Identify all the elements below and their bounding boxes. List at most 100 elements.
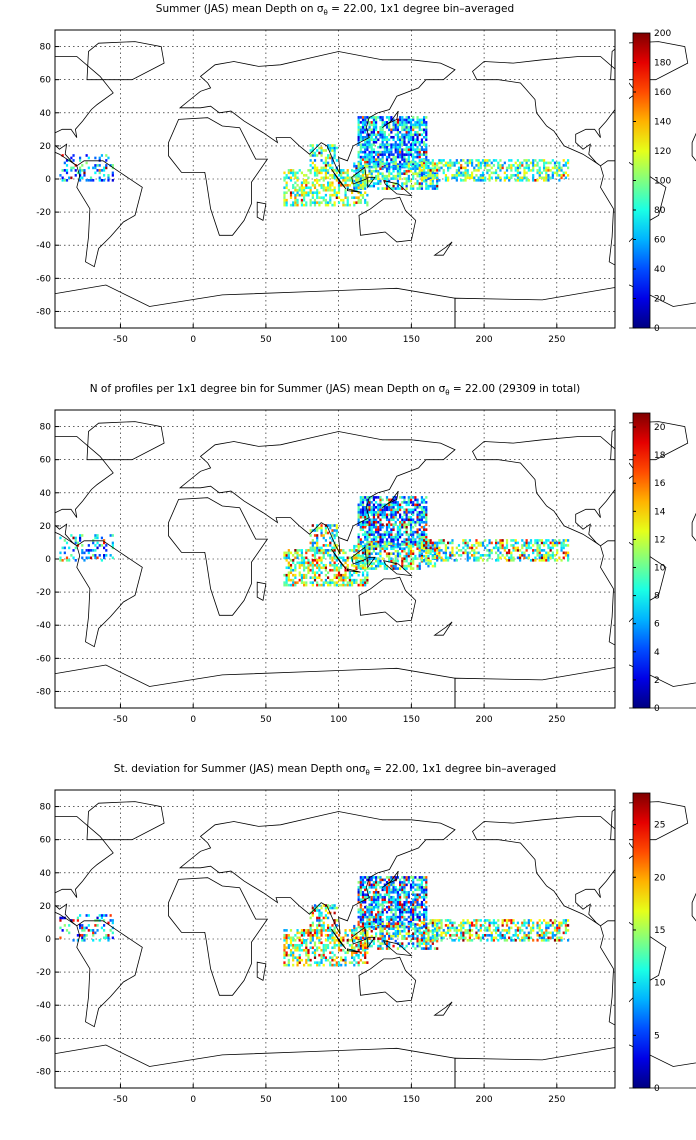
data-cell [519, 554, 522, 557]
data-cell [87, 166, 90, 170]
data-cell [420, 886, 424, 889]
data-cell [418, 150, 421, 154]
data-cell [516, 166, 520, 170]
data-cell [342, 573, 345, 577]
data-cell [327, 929, 330, 932]
data-cell [355, 953, 358, 957]
data-cell [519, 556, 522, 560]
data-cell [359, 927, 362, 931]
data-cell [379, 160, 382, 164]
data-cell [521, 924, 524, 927]
data-cell [364, 191, 367, 195]
data-cell [455, 176, 458, 180]
data-cell [529, 169, 533, 172]
data-cell [547, 161, 550, 165]
data-cell [370, 903, 373, 907]
data-cell [396, 503, 400, 507]
data-cell [381, 174, 384, 178]
data-cell [318, 146, 321, 150]
data-cell [361, 936, 365, 940]
data-cell [425, 523, 428, 527]
data-cell [392, 932, 395, 935]
data-cell [322, 186, 325, 190]
data-cell [527, 556, 530, 560]
data-cell [359, 913, 362, 916]
data-cell [357, 893, 360, 897]
data-cell [364, 164, 367, 168]
mask-bottom [54, 329, 616, 332]
data-cell [377, 552, 380, 555]
data-cell [394, 523, 397, 527]
data-cell [370, 496, 373, 499]
data-cell [372, 908, 376, 911]
data-cell [425, 145, 428, 149]
data-cell [329, 554, 332, 557]
data-cell [436, 934, 439, 937]
data-cell [407, 893, 410, 897]
data-cell [318, 171, 321, 175]
data-cell [322, 166, 325, 170]
data-cell [368, 133, 371, 137]
colorbar-tick-label: 80 [654, 206, 666, 216]
data-cell [287, 556, 290, 560]
data-cell [403, 518, 406, 522]
data-cell [399, 881, 402, 884]
data-cell [409, 920, 413, 924]
data-cell [538, 919, 541, 922]
data-cell [381, 187, 384, 190]
data-cell [285, 181, 288, 185]
data-cell [481, 541, 485, 545]
data-cell [407, 932, 410, 935]
data-cell [298, 961, 301, 964]
data-cell [331, 963, 334, 967]
data-cell [366, 201, 369, 204]
data-cell [333, 203, 336, 207]
data-cell [359, 158, 362, 161]
data-cell [431, 171, 434, 175]
data-cell [61, 916, 64, 920]
data-cell [89, 176, 93, 180]
data-cell [305, 948, 308, 952]
data-cell [316, 144, 319, 147]
data-cell [342, 203, 345, 207]
data-cell [405, 160, 408, 164]
data-cell [357, 551, 360, 555]
data-cell [416, 905, 419, 909]
data-cell [311, 154, 314, 157]
data-cell [361, 559, 365, 563]
data-cell [423, 130, 426, 134]
data-cell [385, 547, 389, 551]
data-cell [392, 135, 395, 139]
data-cell [324, 958, 328, 962]
data-cell [357, 160, 360, 164]
data-cell [333, 929, 336, 932]
data-cell [394, 501, 397, 504]
data-cell [289, 948, 293, 952]
data-cell [388, 148, 391, 151]
data-cell [567, 159, 570, 162]
data-cell [401, 523, 404, 527]
data-cell [556, 929, 559, 932]
data-cell [388, 138, 391, 142]
data-cell [562, 541, 565, 545]
data-cell [490, 934, 493, 937]
map-plot: -50 0 50 100 150 200 250806040200-20-40-60-802… [0, 28, 696, 345]
data-cell [309, 563, 312, 567]
data-cell [289, 563, 293, 567]
data-cell [313, 159, 317, 162]
data-cell [401, 883, 404, 887]
data-cell [366, 501, 369, 504]
data-cell [444, 559, 448, 562]
data-cell [488, 541, 491, 545]
data-cell [364, 937, 367, 940]
data-cell [79, 179, 82, 182]
data-cell [303, 196, 306, 199]
data-cell [289, 941, 293, 945]
data-cell [390, 567, 393, 570]
data-cell [420, 182, 424, 185]
data-cell [313, 151, 317, 155]
data-cell [412, 922, 415, 926]
data-cell [94, 549, 97, 552]
data-cell [499, 544, 502, 547]
data-cell [292, 581, 295, 584]
